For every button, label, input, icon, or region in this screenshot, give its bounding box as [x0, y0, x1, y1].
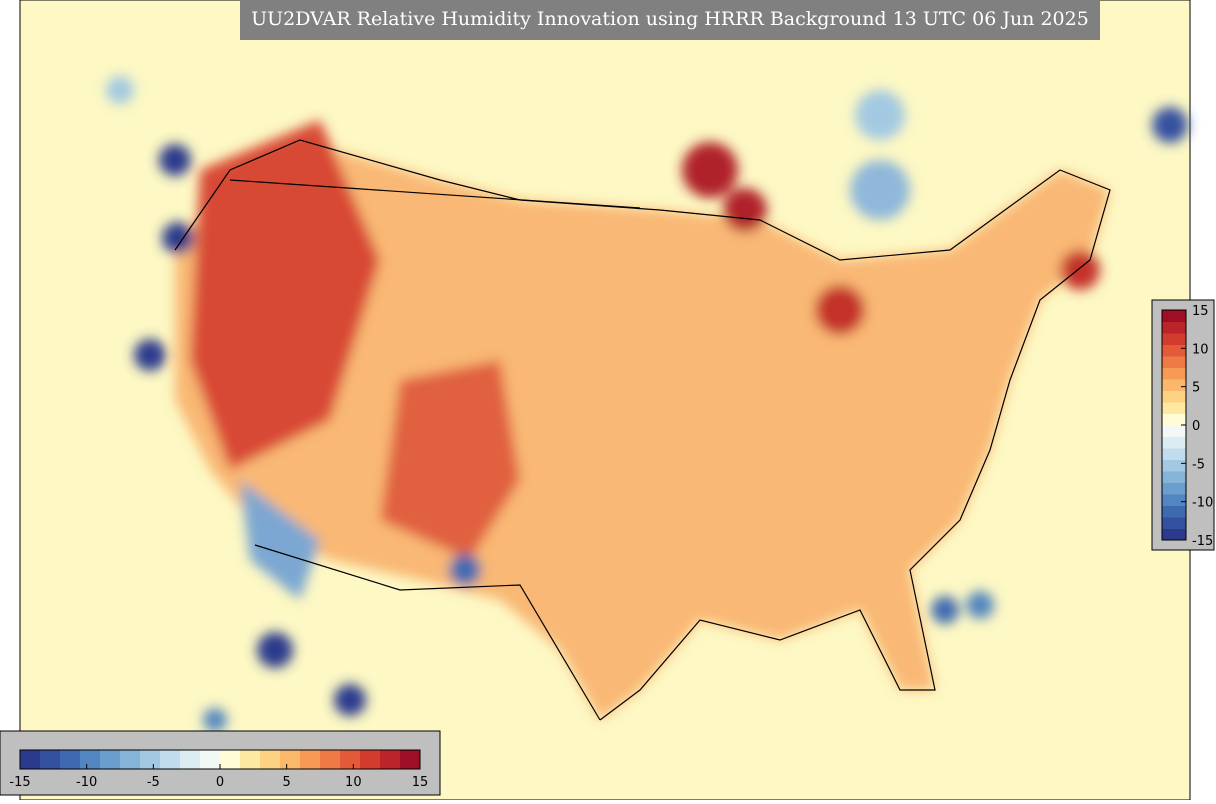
colorbar-swatch [1162, 390, 1186, 403]
colorbar-tick-label: 5 [1192, 381, 1200, 396]
colorbar-tick-label: 15 [412, 775, 429, 790]
cool-spot [162, 222, 194, 254]
title-box [240, 0, 1100, 40]
colorbar-swatch [1162, 379, 1186, 391]
cool-spot [334, 684, 366, 716]
cool-spot [106, 76, 134, 104]
colorbar-tick-label: 15 [1192, 304, 1209, 319]
border [229, 179, 641, 209]
colorbar-tick-label: -10 [1192, 496, 1213, 511]
colorbar-swatch [240, 750, 261, 769]
colorbar-swatch [1162, 413, 1186, 426]
colorbar-swatch [1162, 505, 1186, 518]
colorbar-swatch [1162, 321, 1186, 334]
colorbar-swatch [60, 750, 81, 769]
border [254, 544, 601, 721]
colorbar-swatch [360, 750, 381, 769]
colorbar-swatch [380, 750, 401, 769]
warm-spot [723, 188, 767, 232]
map-title: UU2DVAR Relative Humidity Innovation usi… [251, 8, 1089, 30]
colorbar-swatch [20, 750, 41, 769]
colorbar-tick-label: 10 [345, 775, 362, 790]
cool-spot [931, 596, 959, 624]
cool-region [240, 480, 320, 600]
warm-spot [1060, 250, 1100, 290]
colorbar-swatch [1162, 528, 1186, 541]
colorbar-swatch [1162, 436, 1186, 449]
colorbar-tick-label: 10 [1192, 342, 1209, 357]
cool-spot [855, 90, 905, 140]
colorbar-tick-label: -5 [1192, 457, 1205, 472]
colorbar-swatch [180, 750, 201, 769]
colorbar-swatch [1162, 517, 1186, 529]
colorbar-swatch [120, 750, 141, 769]
cool-spot [159, 144, 191, 176]
colorbar-swatch [340, 750, 361, 769]
colorbar-swatch [200, 750, 221, 769]
colorbar-swatch [1162, 425, 1186, 437]
warm-region [380, 360, 520, 560]
land-field [175, 140, 1110, 720]
colorbar-tick-label: 0 [1192, 419, 1200, 434]
colorbar-swatch [40, 750, 61, 769]
colorbar-swatch [400, 750, 421, 769]
colorbar-swatch [1162, 459, 1186, 472]
cool-spot [134, 339, 166, 371]
colorbar-swatch [300, 750, 321, 769]
colorbar-swatch [160, 750, 181, 769]
colorbar-swatch [1162, 402, 1186, 414]
colorbar-swatch [100, 750, 121, 769]
colorbar-swatch [1162, 310, 1186, 322]
colorbar-tick-label: 5 [283, 775, 291, 790]
colorbar-swatch [80, 750, 101, 769]
humidity-field [106, 76, 1188, 732]
colorbar-swatch [1162, 356, 1186, 368]
colorbar-swatch [220, 750, 241, 769]
colorbar-tick-label: -15 [9, 775, 30, 790]
colorbar-swatch [320, 750, 341, 769]
colorbar-swatch [1162, 482, 1186, 495]
colorbar-swatch [1162, 344, 1186, 357]
cool-spot [1152, 107, 1188, 143]
cool-spot [966, 591, 994, 619]
warm-region [190, 120, 380, 470]
warm-spot [682, 142, 738, 198]
colorbar-swatch [140, 750, 161, 769]
cool-spot [449, 554, 481, 586]
colorbar-swatch [1162, 448, 1186, 460]
colorbar-swatch [1162, 494, 1186, 506]
cool-spot [257, 632, 293, 668]
cool-spot [850, 160, 910, 220]
cool-spot [203, 708, 227, 732]
warm-spot [815, 285, 865, 335]
coastline [174, 139, 1111, 721]
borders [174, 139, 1111, 721]
colorbar-swatch [1162, 367, 1186, 380]
colorbar-swatch [1162, 333, 1186, 345]
colorbar-tick-label: -15 [1192, 534, 1213, 549]
colorbar-tick-label: -5 [147, 775, 160, 790]
colorbar-swatch [280, 750, 301, 769]
colorbar-tick-label: -10 [76, 775, 97, 790]
colorbar-swatch [260, 750, 281, 769]
colorbar-swatch [1162, 471, 1186, 483]
colorbar-tick-label: 0 [216, 775, 224, 790]
